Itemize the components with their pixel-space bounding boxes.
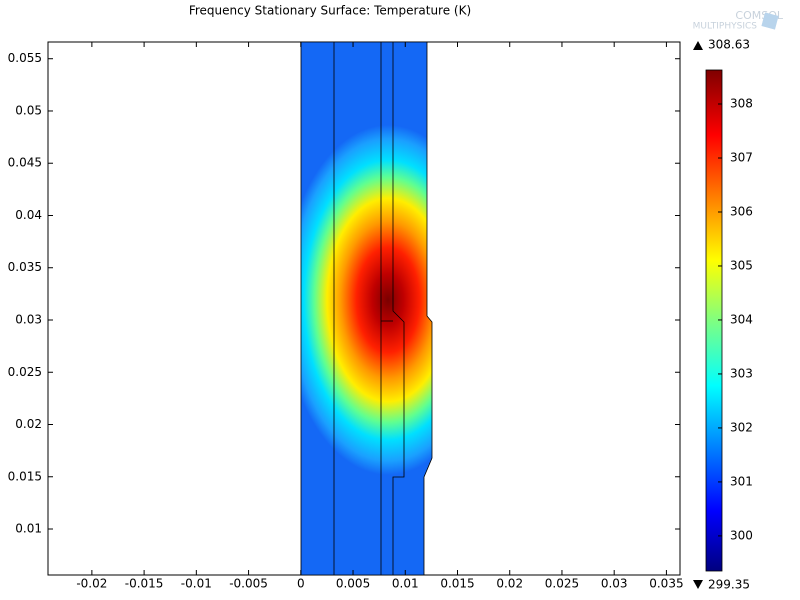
colorbar-tick-label: 302 bbox=[730, 420, 753, 434]
y-tick-label: 0.055 bbox=[8, 51, 42, 65]
colorbar-tick-label: 306 bbox=[730, 204, 753, 218]
colorbar-tick-label: 307 bbox=[730, 150, 753, 164]
y-tick-label: 0.035 bbox=[8, 260, 42, 274]
logo: MULTIPHYSICS bbox=[693, 22, 758, 32]
x-tick-label: 0.01 bbox=[392, 577, 419, 591]
y-tick-label: 0.015 bbox=[8, 469, 42, 483]
min-label: 299.35 bbox=[708, 578, 750, 592]
geometry bbox=[300, 41, 433, 576]
x-tick-label: 0 bbox=[297, 577, 305, 591]
x-tick-label: 0.005 bbox=[336, 577, 370, 591]
y-tick-label: 0.02 bbox=[15, 417, 42, 431]
y-tick-label: 0.01 bbox=[15, 522, 42, 536]
y-tick-label: 0.05 bbox=[15, 103, 42, 117]
x-tick-label: 0.02 bbox=[496, 577, 523, 591]
surface bbox=[301, 42, 432, 575]
colorbar-tick-label: 301 bbox=[730, 474, 753, 488]
colorbar bbox=[705, 69, 723, 572]
chart-title: Frequency Stationary Surface: Temperatur… bbox=[189, 4, 471, 18]
y-tick-label: 0.045 bbox=[8, 156, 42, 170]
colorbar-tick-label: 308 bbox=[730, 97, 753, 111]
x-tick-label: 0.015 bbox=[440, 577, 474, 591]
max-marker bbox=[693, 41, 703, 50]
colorbar-tick-label: 303 bbox=[730, 366, 753, 380]
y-tick-label: 0.025 bbox=[8, 365, 42, 379]
x-tick-label: -0.015 bbox=[125, 577, 164, 591]
max-label: 308.63 bbox=[708, 38, 750, 52]
x-tick-label: 0.025 bbox=[545, 577, 579, 591]
x-tick-label: 0.03 bbox=[601, 577, 628, 591]
min-marker bbox=[693, 580, 703, 589]
x-tick-label: -0.01 bbox=[181, 577, 212, 591]
x-tick-label: 0.035 bbox=[649, 577, 683, 591]
x-tick-label: -0.02 bbox=[76, 577, 107, 591]
colorbar-tick-label: 305 bbox=[730, 258, 753, 272]
colorbar-tick-label: 304 bbox=[730, 312, 753, 326]
x-tick-label: -0.005 bbox=[229, 577, 268, 591]
y-tick-label: 0.03 bbox=[15, 312, 42, 326]
logo-icon bbox=[761, 12, 779, 30]
y-tick-label: 0.04 bbox=[15, 208, 42, 222]
colorbar-tick-label: 300 bbox=[730, 528, 753, 542]
